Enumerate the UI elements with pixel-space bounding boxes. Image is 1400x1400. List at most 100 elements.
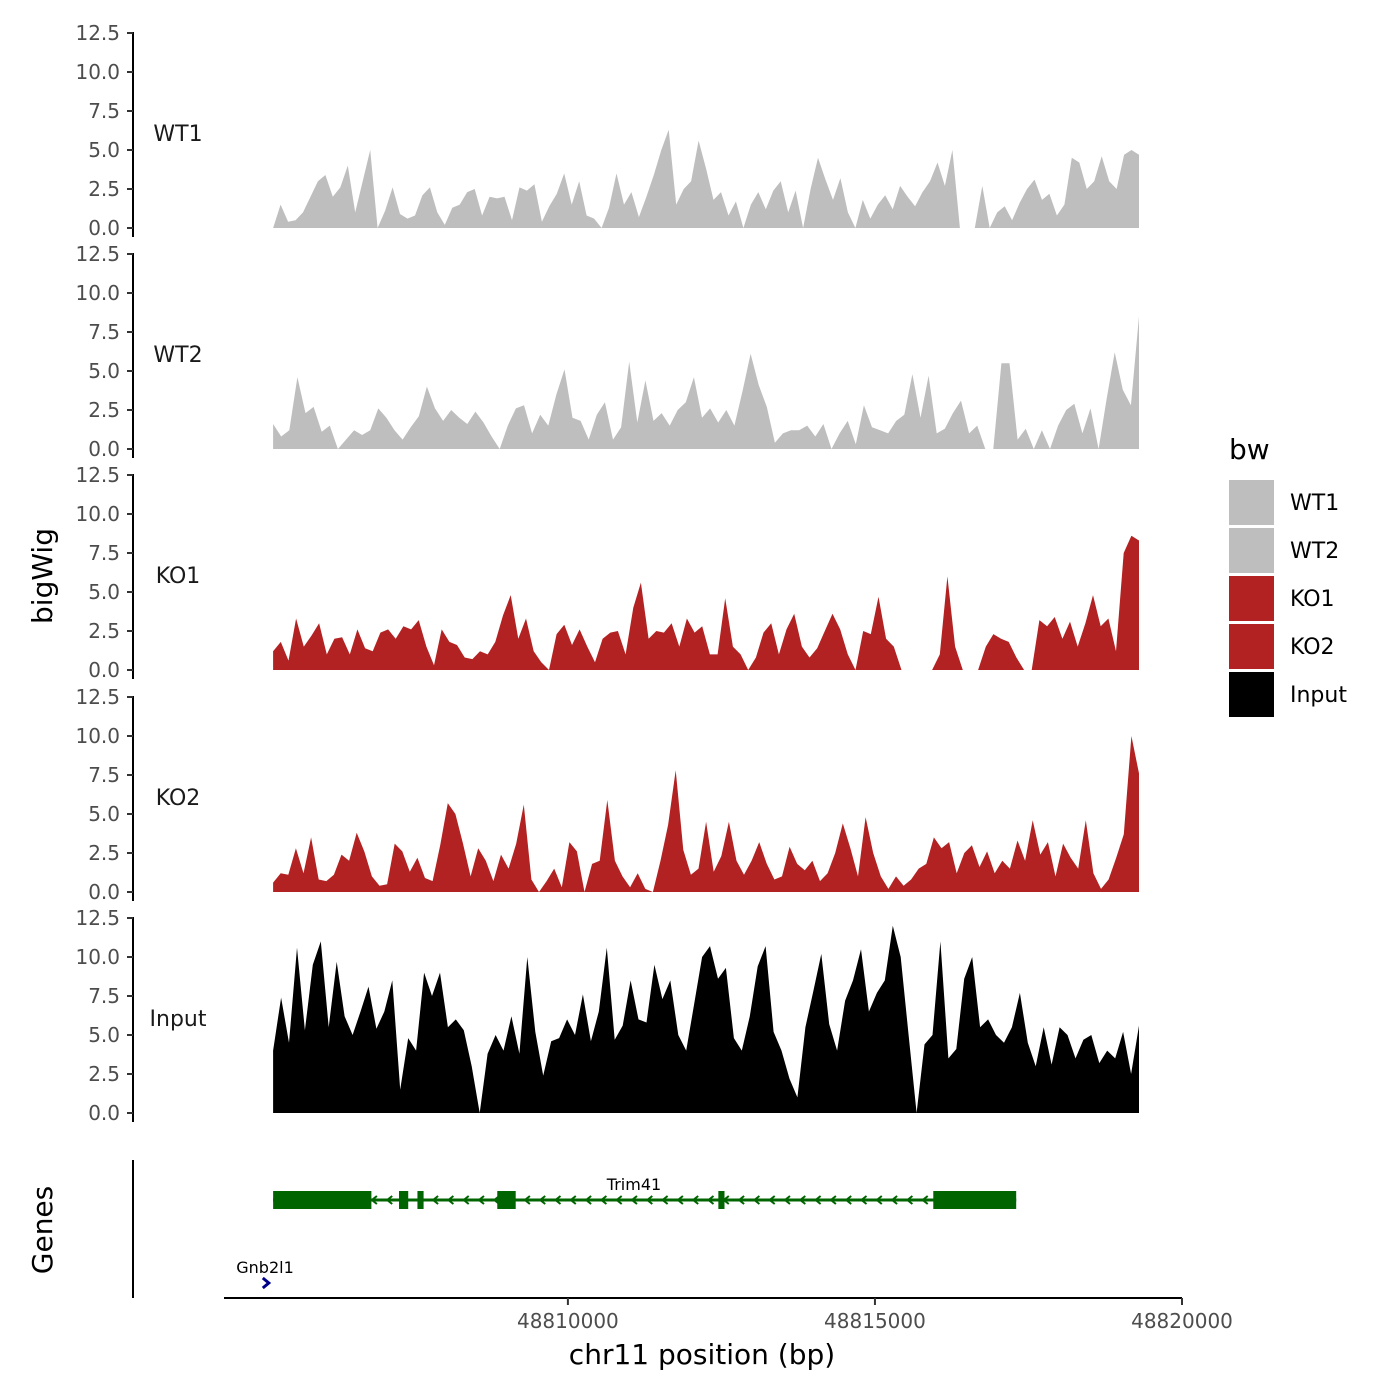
y-tick-label: 10.0 <box>75 502 120 526</box>
x-tick-label: 48820000 <box>1131 1309 1233 1333</box>
x-tick-label: 48810000 <box>517 1309 619 1333</box>
strand-arrow <box>553 1195 562 1205</box>
strand-arrow <box>737 1195 745 1205</box>
legend-key-wt1 <box>1229 480 1274 525</box>
strand-arrow <box>829 1195 837 1205</box>
y-tick-label: 2.5 <box>88 398 120 422</box>
y-tick-label: 5.0 <box>88 359 120 383</box>
strand-arrow <box>676 1195 684 1205</box>
strand-arrow <box>752 1195 761 1205</box>
strand-arrow <box>921 1195 929 1205</box>
y-tick-label: 7.5 <box>88 763 120 787</box>
track-ko1: 0.0 2.5 5.0 7.5 10.0 12.5 KO1 <box>75 463 1140 682</box>
strand-arrow <box>446 1195 455 1205</box>
strand-arrow <box>630 1195 638 1205</box>
y-tick-label: 7.5 <box>88 99 120 123</box>
gene-label: Trim41 <box>606 1175 661 1194</box>
strand-arrow <box>523 1195 531 1205</box>
y-tick-label: 2.5 <box>88 841 120 865</box>
gene-trim41: Trim41 <box>273 1175 1017 1209</box>
strand-arrow <box>599 1195 608 1205</box>
strand-arrow <box>477 1195 485 1205</box>
legend-label-ko2: KO2 <box>1290 635 1335 660</box>
strand-arrow <box>431 1195 439 1205</box>
bigwig-tracks: 0.0 2.5 5.0 7.5 10.0 12.5 WT1 0.0 2.5 5.0 7.5 10.0 1… <box>75 21 1140 1125</box>
y-tick-label: 10.0 <box>75 281 120 305</box>
y-tick-label: 5.0 <box>88 802 120 826</box>
signal-area-ko2 <box>273 736 1140 892</box>
track-label: WT1 <box>153 122 202 147</box>
genes-track: Trim41 Gnb2l1 <box>132 1160 1017 1298</box>
track-label: WT2 <box>153 343 202 368</box>
gene-exon <box>497 1191 516 1209</box>
y-tick-label: 10.0 <box>75 945 120 969</box>
x-axis-title: chr11 position (bp) <box>569 1338 835 1371</box>
track-wt1: 0.0 2.5 5.0 7.5 10.0 12.5 WT1 <box>75 21 1140 240</box>
gene-exon <box>417 1191 424 1209</box>
signal-area-wt2 <box>273 316 1140 449</box>
y-tick-label: 5.0 <box>88 1023 120 1047</box>
y-tick-label: 2.5 <box>88 619 120 643</box>
y-tick-label: 7.5 <box>88 320 120 344</box>
gene-exon <box>399 1191 409 1209</box>
strand-arrow <box>584 1195 592 1205</box>
y-tick-label: 7.5 <box>88 541 120 565</box>
y-tick-label: 0.0 <box>88 880 120 904</box>
signal-area-ko1 <box>273 535 1140 670</box>
signal-area-wt1 <box>273 129 1140 228</box>
legend-key-ko2 <box>1229 624 1274 669</box>
gene-label: Gnb2l1 <box>236 1258 294 1277</box>
legend-key-wt2 <box>1229 528 1274 573</box>
track-input: 0.0 2.5 5.0 7.5 10.0 12.5 Input <box>75 906 1140 1125</box>
legend-label-wt1: WT1 <box>1290 491 1339 516</box>
strand-arrow <box>844 1195 852 1205</box>
strand-arrow <box>890 1195 898 1205</box>
x-axis: 48810000 48815000 48820000 <box>224 1297 1233 1333</box>
strand-arrow <box>462 1195 470 1205</box>
signal-area-input <box>273 925 1140 1113</box>
y-tick-label: 12.5 <box>75 685 120 709</box>
strand-arrow <box>261 1276 272 1290</box>
strand-arrow <box>798 1195 806 1205</box>
strand-arrow <box>905 1195 914 1205</box>
legend-title: bw <box>1229 433 1270 466</box>
gene-gnb2l1: Gnb2l1 <box>236 1258 294 1290</box>
y-tick-label: 0.0 <box>88 1101 120 1125</box>
strand-arrow <box>660 1195 669 1205</box>
y-tick-label: 10.0 <box>75 60 120 84</box>
y-tick-label: 2.5 <box>88 177 120 201</box>
legend-key-input <box>1229 672 1274 717</box>
strand-arrow <box>875 1195 883 1205</box>
gene-exon <box>273 1191 372 1209</box>
strand-arrow <box>569 1195 577 1205</box>
y-axis-title: bigWig <box>26 528 59 624</box>
x-tick-label: 48815000 <box>824 1309 926 1333</box>
y-tick-label: 12.5 <box>75 906 120 930</box>
track-wt2: 0.0 2.5 5.0 7.5 10.0 12.5 WT2 <box>75 242 1140 461</box>
y-tick-label: 0.0 <box>88 437 120 461</box>
strand-arrow <box>538 1195 546 1205</box>
y-tick-label: 12.5 <box>75 242 120 266</box>
y-tick-label: 2.5 <box>88 1062 120 1086</box>
gene-exon <box>933 1191 1017 1209</box>
y-tick-label: 5.0 <box>88 580 120 604</box>
gene-exon <box>718 1191 725 1209</box>
track-ko2: 0.0 2.5 5.0 7.5 10.0 12.5 KO2 <box>75 685 1140 904</box>
strand-arrow <box>768 1195 776 1205</box>
y-tick-label: 0.0 <box>88 658 120 682</box>
strand-arrow <box>783 1195 791 1205</box>
y-tick-label: 12.5 <box>75 463 120 487</box>
strand-arrow <box>615 1195 623 1205</box>
y-tick-label: 7.5 <box>88 984 120 1008</box>
y-tick-label: 5.0 <box>88 138 120 162</box>
track-label: KO1 <box>156 564 201 589</box>
strand-arrow <box>859 1195 868 1205</box>
y-tick-label: 12.5 <box>75 21 120 45</box>
track-label: KO2 <box>156 786 201 811</box>
y-tick-label: 10.0 <box>75 724 120 748</box>
y-tick-label: 0.0 <box>88 216 120 240</box>
track-label: Input <box>150 1007 207 1032</box>
legend-key-ko1 <box>1229 576 1274 621</box>
legend: WT1 WT2 KO1 KO2 Input <box>1229 480 1347 717</box>
